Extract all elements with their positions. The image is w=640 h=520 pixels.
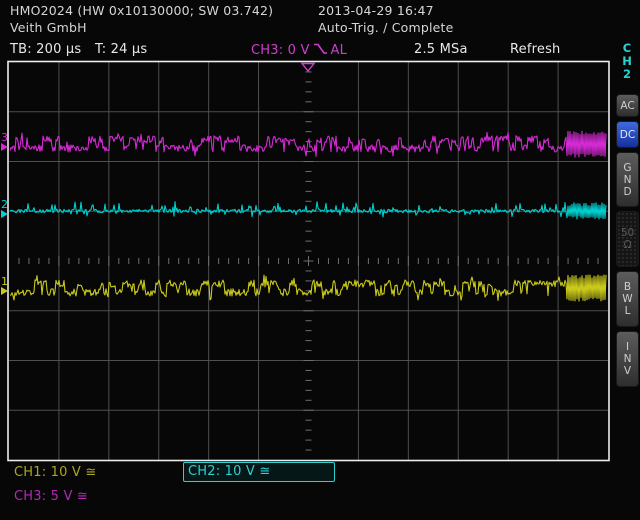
coupling-dc-button[interactable]: DC (616, 121, 639, 148)
bandwidth-limit-button[interactable]: B W L (616, 271, 639, 327)
trigger-source-level: CH3: 0 V (251, 43, 310, 58)
channel-marker-ch1: 1 (1, 275, 8, 288)
invert-button[interactable]: I N V (616, 331, 639, 387)
falling-edge-icon (313, 42, 328, 59)
sample-rate-readout: 2.5 MSa (414, 42, 468, 57)
coupling-ac-button[interactable]: AC (616, 94, 639, 117)
ch3-scale-readout: CH3: 5 V ≅ (14, 489, 88, 504)
graticule-border (7, 60, 610, 462)
trigger-readout: CH3: 0 V AL (251, 42, 347, 59)
trigger-position-marker (300, 62, 316, 73)
datetime: 2013-04-29 16:47 (318, 3, 434, 18)
owner-name: Veith GmbH (10, 20, 87, 35)
channel-marker-arrow-ch3 (1, 143, 8, 151)
acquisition-mode: Refresh (510, 42, 561, 57)
timebase-readout: TB: 200 µs (10, 42, 82, 57)
channel-marker-ch2: 2 (1, 198, 8, 211)
waveform-ch2 (9, 201, 607, 220)
trigger-auto-level: AL (330, 43, 348, 58)
waveform-ch3 (9, 130, 607, 158)
channel-marker-ch3: 3 (1, 131, 8, 144)
trigger-time-readout: T: 24 µs (95, 42, 148, 57)
device-info: HMO2024 (HW 0x10130000; SW 03.742) (10, 3, 274, 18)
channel-marker-arrow-ch2 (1, 210, 8, 218)
acquisition-status: Auto-Trig. / Complete (318, 20, 454, 35)
waveform-ch1 (9, 274, 607, 302)
channel-marker-arrow-ch1 (1, 287, 8, 295)
ch1-scale-readout: CH1: 10 V ≅ (14, 465, 97, 480)
termination-50ohm-button: 50 Ω (616, 211, 639, 267)
sidebar-channel-title: C H 2 (622, 41, 632, 81)
ch2-scale-readout-selected: CH2: 10 V ≅ (183, 462, 335, 482)
coupling-gnd-button[interactable]: G N D (616, 152, 639, 207)
